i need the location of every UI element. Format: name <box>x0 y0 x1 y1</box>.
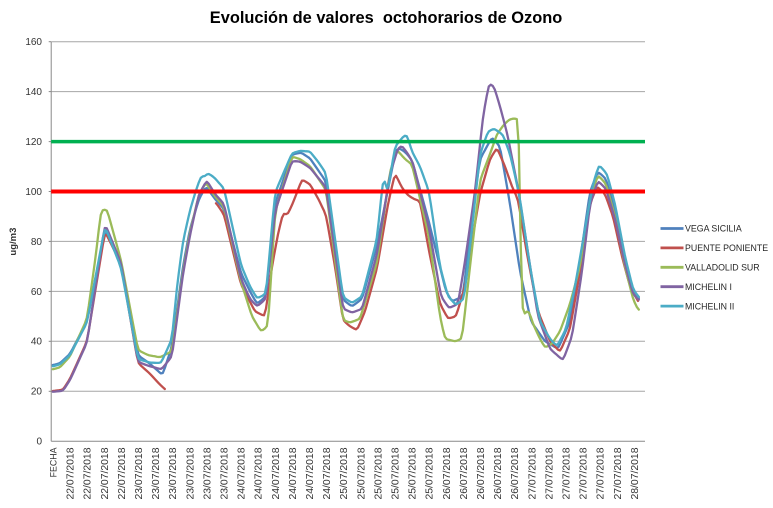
svg-text:20: 20 <box>31 387 43 398</box>
svg-text:23/07/2018: 23/07/2018 <box>220 447 231 499</box>
svg-text:25/07/2018: 25/07/2018 <box>408 447 419 499</box>
svg-text:VALLADOLID SUR: VALLADOLID SUR <box>685 263 760 273</box>
svg-text:24/07/2018: 24/07/2018 <box>305 447 316 499</box>
svg-text:25/07/2018: 25/07/2018 <box>356 447 367 499</box>
svg-text:160: 160 <box>25 37 42 48</box>
svg-text:27/07/2018: 27/07/2018 <box>613 447 624 499</box>
svg-text:24/07/2018: 24/07/2018 <box>254 447 265 499</box>
svg-text:FECHA: FECHA <box>49 447 59 477</box>
svg-text:24/07/2018: 24/07/2018 <box>237 447 248 499</box>
svg-text:ug/m3: ug/m3 <box>8 228 19 256</box>
svg-text:MICHELIN I: MICHELIN I <box>685 282 732 292</box>
svg-text:27/07/2018: 27/07/2018 <box>596 447 607 499</box>
svg-text:MICHELIN II: MICHELIN II <box>685 301 734 311</box>
svg-text:26/07/2018: 26/07/2018 <box>493 447 504 499</box>
svg-text:26/07/2018: 26/07/2018 <box>442 447 453 499</box>
svg-text:22/07/2018: 22/07/2018 <box>100 447 111 499</box>
svg-text:26/07/2018: 26/07/2018 <box>476 447 487 499</box>
svg-text:80: 80 <box>31 237 43 248</box>
svg-text:23/07/2018: 23/07/2018 <box>202 447 213 499</box>
svg-text:25/07/2018: 25/07/2018 <box>391 447 402 499</box>
svg-text:Evolución de valores octohora: Evolución de valores octohorarios de Ozo… <box>210 9 562 27</box>
svg-text:140: 140 <box>25 87 42 98</box>
svg-text:100: 100 <box>25 187 42 198</box>
svg-text:24/07/2018: 24/07/2018 <box>322 447 333 499</box>
svg-text:27/07/2018: 27/07/2018 <box>527 447 538 499</box>
svg-text:28/07/2018: 28/07/2018 <box>630 447 641 499</box>
svg-text:25/07/2018: 25/07/2018 <box>339 447 350 499</box>
svg-text:23/07/2018: 23/07/2018 <box>151 447 162 499</box>
svg-text:24/07/2018: 24/07/2018 <box>288 447 299 499</box>
svg-text:120: 120 <box>25 137 42 148</box>
svg-text:40: 40 <box>31 337 43 348</box>
svg-text:27/07/2018: 27/07/2018 <box>579 447 590 499</box>
svg-text:22/07/2018: 22/07/2018 <box>83 447 94 499</box>
svg-text:60: 60 <box>31 287 43 298</box>
svg-text:27/07/2018: 27/07/2018 <box>562 447 573 499</box>
svg-text:23/07/2018: 23/07/2018 <box>168 447 179 499</box>
svg-text:26/07/2018: 26/07/2018 <box>459 447 470 499</box>
svg-text:22/07/2018: 22/07/2018 <box>117 447 128 499</box>
svg-text:25/07/2018: 25/07/2018 <box>373 447 384 499</box>
svg-text:27/07/2018: 27/07/2018 <box>544 447 555 499</box>
svg-text:23/07/2018: 23/07/2018 <box>185 447 196 499</box>
svg-text:24/07/2018: 24/07/2018 <box>271 447 282 499</box>
svg-text:PUENTE PONIENTE: PUENTE PONIENTE <box>685 243 768 253</box>
svg-text:0: 0 <box>36 437 42 448</box>
svg-text:22/07/2018: 22/07/2018 <box>66 447 77 499</box>
svg-text:25/07/2018: 25/07/2018 <box>425 447 436 499</box>
svg-text:23/07/2018: 23/07/2018 <box>134 447 145 499</box>
svg-text:26/07/2018: 26/07/2018 <box>510 447 521 499</box>
svg-text:VEGA SICILIA: VEGA SICILIA <box>685 224 742 234</box>
